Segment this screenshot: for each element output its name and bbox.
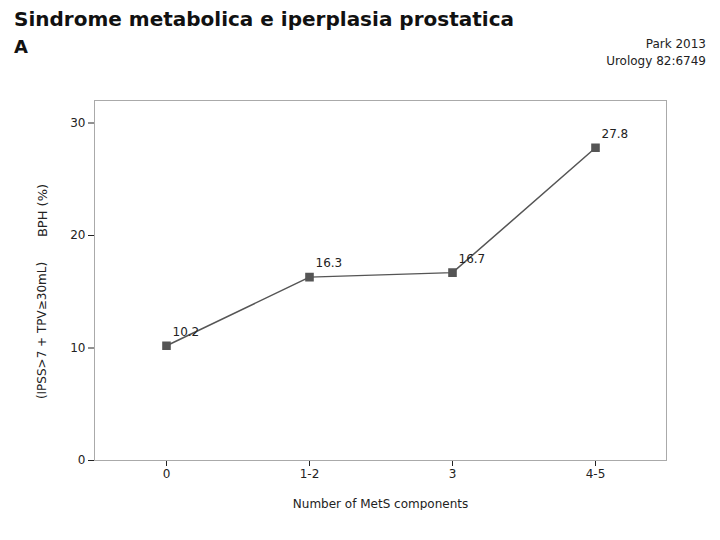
svg-text:30: 30	[70, 116, 85, 130]
svg-text:20: 20	[70, 228, 85, 242]
html-text:A: A	[14, 36, 28, 57]
svg-text:Number of MetS components: Number of MetS components	[293, 497, 468, 511]
svg-text:16.7: 16.7	[459, 252, 486, 266]
svg-text:27.8: 27.8	[602, 127, 629, 141]
svg-text:(IPSS>7 + TPV≥30mL): (IPSS>7 + TPV≥30mL)	[35, 262, 49, 399]
svg-text:BPH (%): BPH (%)	[35, 184, 50, 237]
svg-text:16.3: 16.3	[316, 256, 343, 270]
svg-text:1-2: 1-2	[300, 467, 320, 481]
svg-text:0: 0	[78, 453, 86, 467]
html-text:Park 2013: Park 2013	[645, 37, 706, 51]
svg-text:4-5: 4-5	[586, 467, 606, 481]
svg-text:3: 3	[449, 467, 457, 481]
html-text:Urology 82:6749: Urology 82:6749	[606, 54, 706, 68]
svg-text:10: 10	[70, 341, 85, 355]
svg-text:10.2: 10.2	[173, 325, 200, 339]
html-text:Sindrome metabolica e iperplas: Sindrome metabolica e iperplasia prostat…	[14, 7, 514, 31]
svg-text:0: 0	[163, 467, 171, 481]
